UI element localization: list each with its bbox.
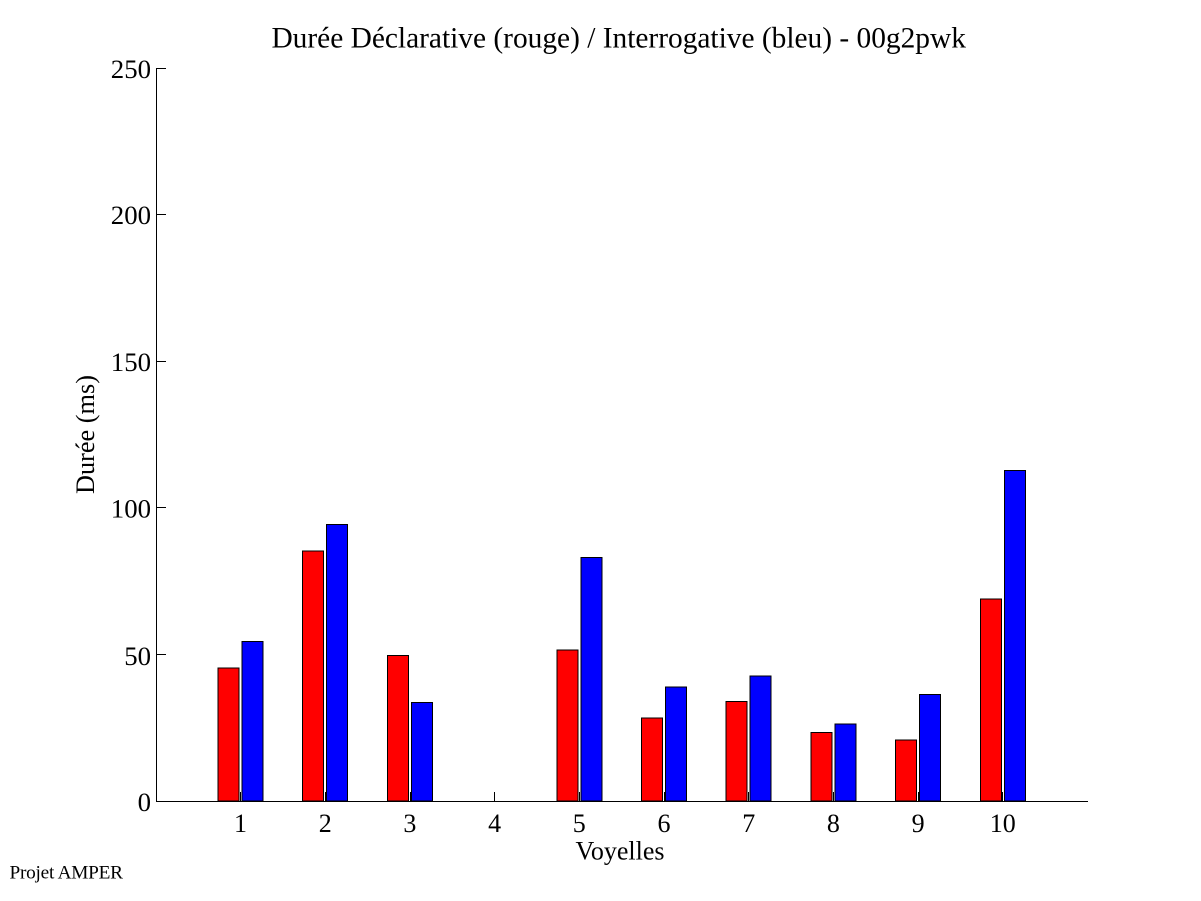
svg-text:1: 1 <box>234 809 247 838</box>
svg-text:Projet AMPER: Projet AMPER <box>10 862 124 883</box>
svg-text:5: 5 <box>573 809 586 838</box>
svg-text:50: 50 <box>124 641 151 671</box>
svg-text:200: 200 <box>111 200 151 230</box>
svg-text:10: 10 <box>990 809 1016 838</box>
svg-text:0: 0 <box>138 787 151 817</box>
svg-text:6: 6 <box>658 809 671 838</box>
svg-text:7: 7 <box>742 809 755 838</box>
svg-text:Durée Déclarative (rouge) / In: Durée Déclarative (rouge) / Interrogativ… <box>271 23 966 55</box>
svg-text:4: 4 <box>488 809 501 838</box>
svg-text:150: 150 <box>111 347 151 377</box>
svg-text:Voyelles: Voyelles <box>575 837 664 866</box>
svg-text:2: 2 <box>319 809 332 838</box>
svg-text:100: 100 <box>111 494 151 524</box>
svg-text:9: 9 <box>912 809 925 838</box>
svg-text:3: 3 <box>403 809 416 838</box>
svg-text:8: 8 <box>827 809 840 838</box>
svg-text:Durée (ms): Durée (ms) <box>71 375 100 494</box>
svg-text:250: 250 <box>111 54 151 84</box>
